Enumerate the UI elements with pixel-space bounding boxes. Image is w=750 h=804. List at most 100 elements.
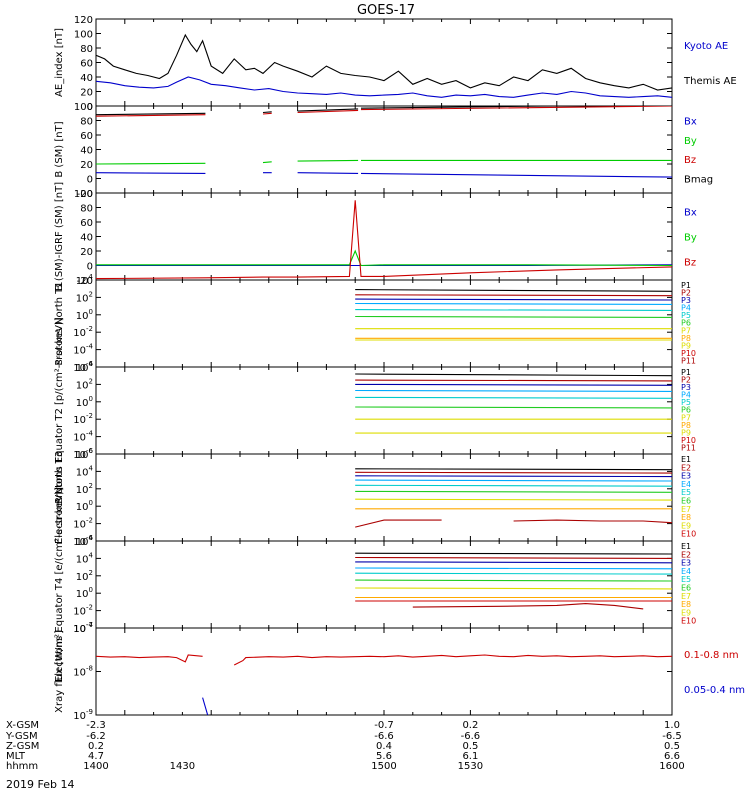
series-line-themis-ae — [96, 33, 672, 91]
y-tick-label: 120 — [74, 15, 93, 26]
y-tick-exponent: -4 — [86, 534, 94, 542]
panel-ae: 0 20 40 60 80 100 120 AE_index [nT] Kyoto AE Them… — [54, 15, 737, 113]
legend-label: P4 — [681, 391, 691, 400]
y-tick-exponent: 4 — [89, 551, 94, 559]
x-tick-value: 4.7 — [88, 751, 104, 762]
y-tick-label: 0 — [87, 175, 93, 186]
legend-label: E10 — [681, 530, 696, 539]
series-line-e1 — [355, 552, 672, 555]
series-line-e3 — [355, 475, 672, 478]
series-line-bx — [96, 264, 672, 267]
x-tick-value: 1430 — [170, 761, 195, 772]
date-label: 2019 Feb 14 — [6, 778, 74, 791]
series-line-bmag — [96, 106, 599, 116]
legend-label: P3 — [681, 296, 691, 305]
series-line-bx — [96, 172, 672, 178]
legend-label: P5 — [681, 311, 691, 320]
x-tick-value: 5.6 — [376, 751, 392, 762]
panel-frame — [95, 279, 673, 368]
panel-bigrf: -20 0 20 40 60 80 100 B (SM)-IGRF (SM) [nT] Bx By… — [54, 182, 697, 291]
y-tick-label: 60 — [80, 218, 93, 229]
y-tick-label: 102 — [76, 482, 93, 496]
legend-label: E1 — [681, 455, 691, 464]
y-tick-exponent: -7 — [86, 621, 93, 629]
x-row-label: Z-GSM — [6, 741, 39, 752]
series-line-e2 — [355, 471, 672, 474]
y-tick-exponent: 0 — [89, 586, 93, 594]
legend-label: P7 — [681, 413, 691, 422]
y-tick-exponent: 4 — [89, 360, 94, 368]
y-tick-label: 102 — [76, 569, 93, 583]
legend-label: E7 — [681, 592, 691, 601]
legend-label: E7 — [681, 505, 691, 514]
legend-label: P11 — [681, 443, 696, 452]
legend-label: P9 — [681, 428, 691, 437]
y-tick-label: 10-2 — [73, 517, 93, 531]
series-line-e6 — [355, 490, 672, 493]
series-line-e2 — [355, 556, 672, 559]
legend-label: E8 — [681, 513, 691, 522]
y-tick-exponent: -6 — [86, 360, 94, 368]
y-tick-label: 40 — [80, 146, 93, 157]
x-tick-value: -6.6 — [374, 731, 394, 742]
y-tick-exponent: 2 — [89, 482, 93, 490]
legend-label: P2 — [681, 289, 691, 298]
y-tick-exponent: 0 — [89, 308, 93, 316]
series-line-e6 — [355, 579, 672, 582]
legend-label: P2 — [681, 376, 691, 385]
legend-label: P8 — [681, 421, 691, 430]
y-axis-label: Electrons Equator T4 [e/(cm²-s-sr-keV)] — [54, 487, 65, 682]
y-tick-label: -20 — [77, 276, 93, 287]
series-line-p3 — [355, 298, 672, 301]
series-line-e5 — [355, 484, 672, 487]
y-tick-label: 40 — [80, 73, 93, 84]
series-line-e7 — [355, 587, 672, 590]
legend-label: P10 — [681, 349, 696, 358]
legend-label: P4 — [681, 304, 691, 313]
y-tick-label: 20 — [80, 88, 93, 99]
y-tick-label: 100 — [76, 586, 93, 600]
y-axis-label: Protons Equator T2 [p/(cm²-s-sr-keV)] — [54, 317, 65, 504]
y-tick-label: 80 — [80, 204, 93, 215]
x-tick-value: 0.4 — [376, 741, 392, 752]
legend-label: E5 — [681, 488, 691, 497]
y-tick-label: 40 — [80, 233, 93, 244]
x-tick-value: 0.2 — [462, 720, 478, 731]
y-tick-label: 106 — [76, 534, 94, 548]
series-label: Bx — [684, 208, 697, 219]
y-tick-label: 104 — [76, 551, 94, 565]
x-tick-value: 0.5 — [664, 741, 680, 752]
y-tick-exponent: -4 — [86, 621, 94, 629]
legend-label: P6 — [681, 406, 691, 415]
legend-label: P3 — [681, 383, 691, 392]
x-tick-value: -6.6 — [461, 731, 481, 742]
series-line-p2 — [355, 294, 672, 297]
series-label: By — [684, 233, 697, 244]
y-axis-label: B (SM)-IGRF (SM) [nT] — [54, 182, 65, 291]
panel-frame — [95, 192, 673, 281]
legend-label: E1 — [681, 542, 691, 551]
series-line-p5 — [355, 396, 672, 399]
legend-label: P11 — [681, 356, 696, 365]
x-row-label: hhmm — [6, 761, 38, 772]
y-tick-label: 100 — [76, 499, 93, 513]
series-label: Themis AE — [683, 76, 737, 87]
legend-label: P5 — [681, 398, 691, 407]
series-line-p2 — [355, 379, 672, 382]
y-tick-exponent: 2 — [89, 569, 93, 577]
series-line-e4 — [355, 567, 672, 570]
y-tick-label: -20 — [77, 189, 93, 200]
series-line-bz — [96, 200, 672, 280]
series-label: 0.1-0.8 nm — [684, 650, 739, 661]
y-tick-exponent: 2 — [89, 290, 93, 298]
series-line-0-1-0-8-nm — [96, 654, 672, 666]
series-line-bz — [96, 106, 672, 117]
y-tick-label: 100 — [74, 102, 93, 113]
series-line-e5 — [355, 572, 672, 575]
y-axis-label: AE_index [nT] — [54, 28, 65, 97]
y-tick-exponent: 6 — [89, 534, 94, 542]
legend-label: E8 — [681, 600, 691, 609]
y-tick-exponent: 4 — [89, 464, 94, 472]
